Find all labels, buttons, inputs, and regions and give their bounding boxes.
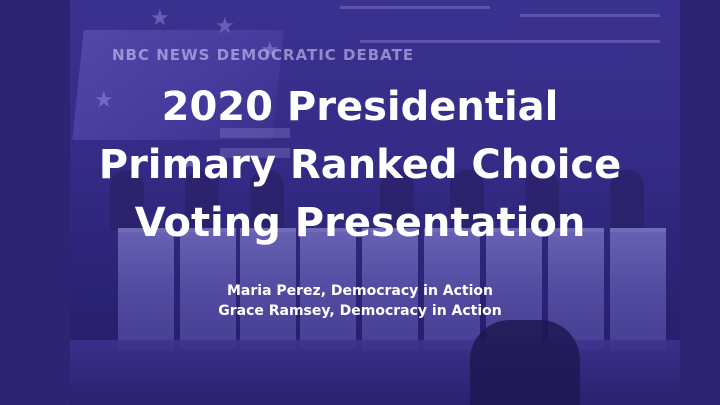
right-band: [680, 0, 720, 405]
camera-silhouette: [470, 320, 580, 405]
flag-stripe: [220, 128, 290, 138]
podium: [424, 228, 480, 350]
star-icon: ★: [215, 14, 235, 39]
star-icon: ★: [150, 6, 170, 31]
candidate-figure: [250, 170, 284, 230]
stage-light: [340, 6, 490, 9]
title-line: Voting Presentation: [134, 200, 586, 246]
podium: [180, 228, 236, 350]
author-line: Maria Perez, Democracy in Action: [226, 283, 494, 299]
podium: [300, 228, 356, 350]
candidate-figure: [380, 170, 414, 230]
candidate-figure: [610, 170, 644, 230]
star-icon: ★: [180, 150, 200, 175]
candidate-figure: [450, 170, 484, 230]
debate-sign-text: NBC NEWS DEMOCRATIC DEBATE: [112, 46, 415, 64]
stage-light: [520, 14, 660, 17]
title-line: 2020 Presidential: [161, 84, 559, 130]
stage-light: [360, 40, 660, 43]
slide-title: 2020 Presidential Primary Ranked Choice …: [60, 78, 660, 252]
title-line: Primary Ranked Choice: [98, 142, 622, 188]
candidate-figure: [110, 170, 144, 230]
podium: [362, 228, 418, 350]
candidate-figure: [525, 170, 559, 230]
author-list: Maria Perez, Democracy in Action Grace R…: [110, 281, 610, 321]
flag-stripe: [220, 148, 290, 158]
author-line: Grace Ramsey, Democracy in Action: [218, 303, 502, 319]
podium: [610, 228, 666, 350]
podium: [240, 228, 296, 350]
star-icon: ★: [260, 38, 280, 63]
candidate-figure: [185, 170, 219, 230]
podium: [118, 228, 174, 350]
stage-floor: [70, 340, 680, 405]
star-icon: ★: [94, 88, 114, 113]
left-band: [0, 0, 70, 405]
